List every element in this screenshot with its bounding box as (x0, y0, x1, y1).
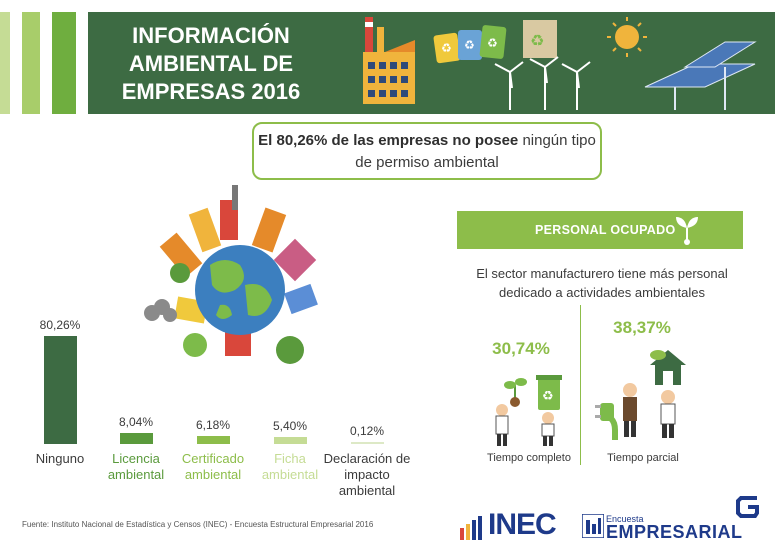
svg-text:♻: ♻ (464, 38, 475, 52)
ge-logo-icon (736, 496, 759, 518)
bar-value-label-2: 6,18% (195, 417, 231, 432)
personal-divider (580, 305, 581, 465)
part-time-label: Tiempo parcial (607, 452, 679, 464)
bar-1 (119, 433, 153, 444)
header-illustration: ♻ ♻ ♻ ♻ (363, 17, 757, 110)
leaf-icon (650, 350, 666, 360)
house-icon (650, 350, 686, 385)
inec-logo-bars-icon (460, 516, 482, 540)
solar-panels-icon (644, 41, 757, 110)
worker-icon-4 (660, 390, 676, 438)
recycle-bin-icon: ♻ (536, 375, 562, 410)
bar-3 (273, 436, 307, 444)
personal-description: El sector manufacturero tiene más person… (476, 266, 728, 300)
sprout-icon (676, 217, 698, 245)
wind-turbines-icon (494, 56, 591, 110)
plant-icon (504, 378, 527, 407)
worker-icon-3 (623, 383, 637, 437)
part-time-illustration (595, 350, 686, 440)
plug-icon (595, 403, 618, 440)
category-label-0: Ninguno (35, 451, 85, 466)
header-stripe-3 (52, 12, 76, 114)
header-stripe-2 (22, 12, 40, 114)
category-label-4: Declaración de impacto ambiental (323, 451, 411, 498)
bar-value-label-3: 5,40% (272, 418, 308, 433)
encuesta-small-label: Encuesta (606, 514, 644, 524)
full-time-percent: 30,74% (492, 339, 550, 358)
encuesta-big-label: EMPRESARIAL (606, 522, 743, 542)
bar-value-label-4: 0,12% (349, 424, 385, 438)
personal-banner-label: PERSONAL OCUPADO (535, 223, 676, 237)
category-label-3: Ficha ambiental (261, 451, 319, 482)
factory-icon (363, 17, 415, 104)
callout-rest: ningún tipo de permiso ambiental (355, 132, 596, 171)
smoke-cloud-icon (144, 299, 177, 322)
category-label-2: Certificado ambiental (181, 451, 245, 482)
header-banner (88, 12, 775, 114)
worker-icon (495, 404, 509, 446)
svg-text:♻: ♻ (487, 36, 498, 50)
bar-2 (196, 435, 230, 444)
svg-text:♻: ♻ (530, 31, 544, 50)
full-time-label: Tiempo completo (487, 452, 571, 464)
bar-4 (350, 442, 384, 444)
svg-text:♻: ♻ (441, 41, 452, 55)
header-stripe-1 (0, 12, 10, 114)
sun-icon (607, 17, 647, 57)
encuesta-logo-icon (582, 514, 604, 538)
bar-value-label-1: 8,04% (118, 415, 154, 430)
callout-bold: El 80,26% de las empresas no posee (258, 132, 519, 149)
worker-icon-2 (541, 412, 555, 446)
bar-value-label-0: 80,26% (39, 318, 81, 332)
headline-callout: El 80,26% de las empresas no posee ningú… (252, 122, 602, 180)
trees-icon (170, 263, 304, 364)
recycle-bag-icon: ♻ (523, 20, 557, 58)
recycle-bins-icon: ♻ ♻ ♻ (433, 25, 507, 64)
svg-text:♻: ♻ (542, 389, 554, 404)
part-time-percent: 38,37% (613, 318, 671, 337)
globe-illustration (144, 185, 318, 364)
bar-0 (43, 336, 77, 444)
full-time-illustration: ♻ (495, 375, 562, 446)
inec-logo: INEC (488, 508, 557, 541)
page-title: INFORMACIÓN AMBIENTAL DE EMPRESAS 2016 (121, 23, 301, 104)
globe-icon (195, 245, 285, 335)
source-note: Fuente: Instituto Nacional de Estadístic… (22, 520, 374, 529)
category-label-1: Licencia ambiental (107, 451, 165, 482)
